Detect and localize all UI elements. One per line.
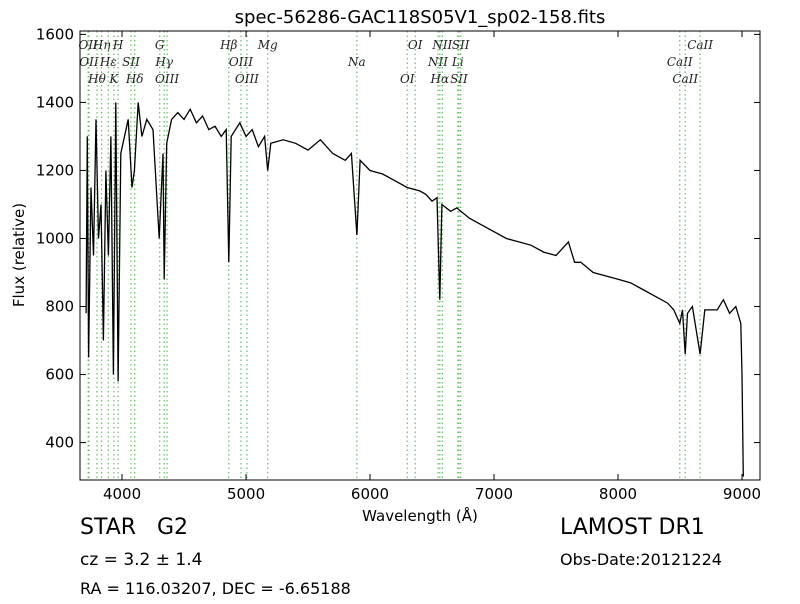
spectral-line-label: K xyxy=(108,72,119,86)
spectral-line-label: OIII xyxy=(235,72,259,86)
spectral-line-label: CaII xyxy=(672,72,698,86)
spectrum-line xyxy=(85,102,744,477)
x-tick-label: 6000 xyxy=(351,485,389,503)
spectral-line-label: Na xyxy=(347,55,366,69)
spectral-line-label: OII xyxy=(79,55,99,69)
spectral-line-label: SII xyxy=(122,55,140,69)
spectral-line-label: Li xyxy=(451,55,464,69)
class-label: STAR G2 xyxy=(80,515,188,540)
y-tick-label: 600 xyxy=(45,366,74,384)
coordinates: RA = 116.03207, DEC = -6.65188 xyxy=(80,579,351,598)
spectral-line-label: Hγ xyxy=(154,55,173,69)
spectral-line-label: OI xyxy=(400,72,415,86)
survey: LAMOST DR1 xyxy=(560,515,705,540)
y-tick-label: 800 xyxy=(45,298,74,316)
x-tick-label: 9000 xyxy=(723,485,761,503)
spectral-line-label: Hβ xyxy=(219,38,237,52)
spectral-line-label: G xyxy=(155,38,165,52)
spectral-line-label: OIII xyxy=(229,55,253,69)
x-axis-label: Wavelength (Å) xyxy=(362,506,478,525)
y-tick-label: 1200 xyxy=(36,161,74,179)
spectral-line-label: Hδ xyxy=(125,72,144,86)
y-tick-label: 1600 xyxy=(36,25,74,43)
spectral-line-label: Hε xyxy=(99,55,117,69)
spectral-line-label: OIII xyxy=(155,72,179,86)
x-tick-label: 8000 xyxy=(599,485,637,503)
y-tick-label: 400 xyxy=(45,434,74,452)
spectral-line-label: Mg xyxy=(257,38,278,52)
spectral-line-label: NII xyxy=(431,38,452,52)
spectral-line-label: OI xyxy=(408,38,423,52)
spectral-line-label: NII xyxy=(427,55,448,69)
y-tick-label: 1400 xyxy=(36,93,74,111)
redshift: cz = 3.2 ± 1.4 xyxy=(80,550,202,570)
spectral-line-label: SII xyxy=(452,38,470,52)
spectral-line-label: Hη xyxy=(92,38,111,52)
y-tick-label: 1000 xyxy=(36,229,74,247)
spectral-line-label: H xyxy=(112,38,124,52)
y-axis-label: Flux (relative) xyxy=(10,203,28,307)
spectral-line-label: Hα xyxy=(430,72,450,86)
spectral-line-label: OII xyxy=(79,38,99,52)
x-tick-label: 5000 xyxy=(227,485,265,503)
x-tick-label: 4000 xyxy=(103,485,141,503)
spectral-line-label: SII xyxy=(450,72,468,86)
spectral-line-label: Hθ xyxy=(87,72,106,86)
plot-frame xyxy=(79,30,761,481)
x-tick-label: 7000 xyxy=(475,485,513,503)
chart-title: spec-56286-GAC118S05V1_sp02-158.fits xyxy=(235,7,606,28)
spectral-line-label: CaII xyxy=(687,38,713,52)
obs-date: Obs-Date:20121224 xyxy=(560,550,722,569)
spectral-line-label: CaII xyxy=(667,55,693,69)
